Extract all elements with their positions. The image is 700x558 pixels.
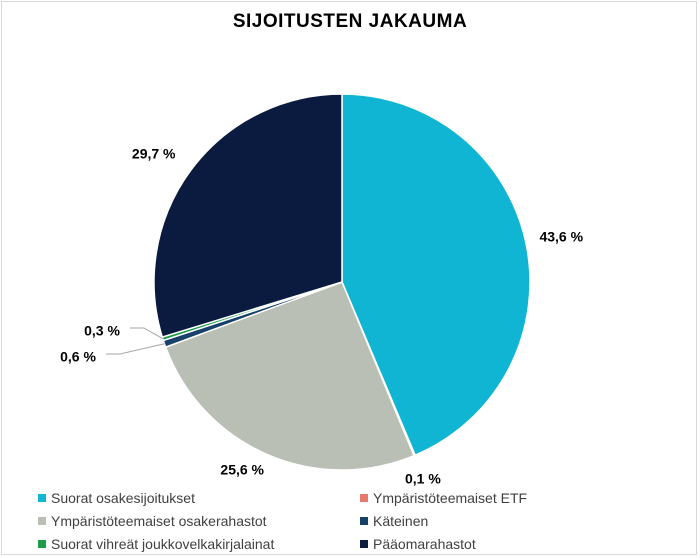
legend-item: Käteinen [360,511,660,530]
data-label: 0,3 % [84,323,120,339]
legend-label: Ympäristöteemaiset ETF [373,489,528,506]
legend-label: Suorat osakesijoitukset [51,489,195,506]
legend-label: Pääomarahastot [373,535,476,552]
legend-swatch [38,493,46,502]
legend-label: Käteinen [373,512,429,529]
legend-item: Ympäristöteemaiset osakerahastot [38,511,360,530]
legend-swatch [360,516,368,525]
data-label: 0,1 % [405,471,441,487]
legend-item: Ympäristöteemaiset ETF [360,488,660,507]
legend-swatch [360,539,368,548]
legend-swatch [360,493,368,502]
data-label: 43,6 % [539,228,583,244]
chart-legend: Suorat osakesijoitukset Ympäristöteemais… [38,488,678,553]
legend-swatch [38,539,46,548]
pie-slice [341,93,531,457]
legend-label: Suorat vihreät joukkovelkakirjalainat [51,535,275,552]
data-label: 25,6 % [220,461,264,477]
pie-slice [153,93,343,338]
leader-line [106,343,165,355]
chart-title: SIJOITUSTEN JAKAUMA [232,11,468,32]
legend-swatch [38,516,46,525]
pie-slice [164,281,415,471]
leader-line [130,327,164,340]
legend-label: Ympäristöteemaiset osakerahastot [51,512,267,529]
legend-item: Pääomarahastot [360,534,660,553]
data-label: 0,6 % [60,349,96,365]
legend-item: Suorat vihreät joukkovelkakirjalainat [38,534,360,553]
data-label: 29,7 % [132,146,176,162]
legend-item: Suorat osakesijoitukset [38,488,360,507]
